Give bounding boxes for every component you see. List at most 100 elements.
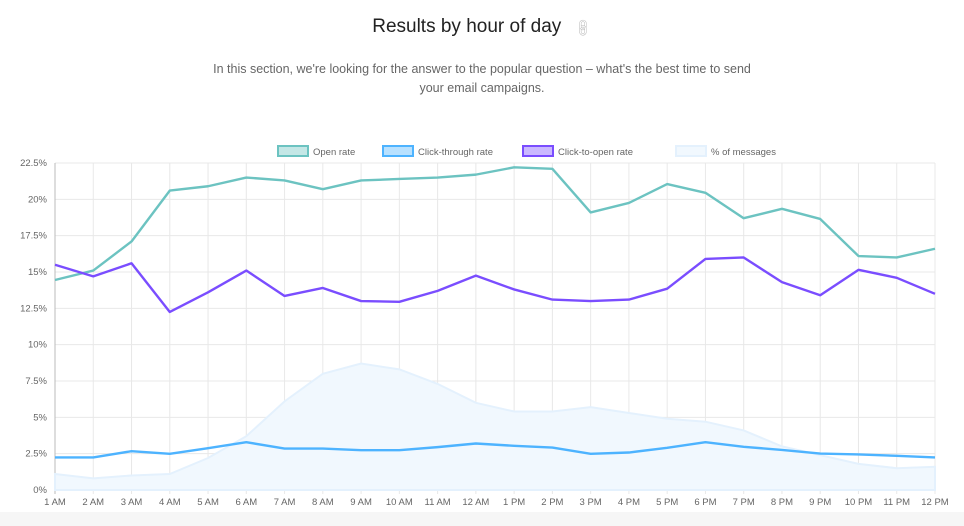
data-point[interactable] [243,433,249,439]
data-point[interactable] [205,289,211,295]
data-point[interactable] [282,398,288,404]
legend-item[interactable]: Open rate [277,145,355,158]
data-point[interactable] [90,268,96,274]
legend-item[interactable]: Click-to-open rate [522,145,633,158]
data-point[interactable] [167,451,173,457]
data-point[interactable] [129,238,135,244]
data-point[interactable] [664,416,670,422]
data-point[interactable] [817,451,823,457]
data-point[interactable] [511,409,517,415]
data-point[interactable] [779,279,785,285]
data-point[interactable] [320,446,326,452]
data-point[interactable] [435,288,441,294]
data-point[interactable] [779,447,785,453]
data-point[interactable] [396,299,402,305]
data-point[interactable] [664,445,670,451]
data-point[interactable] [358,298,364,304]
data-point[interactable] [855,267,861,273]
data-point[interactable] [626,410,632,416]
data-point[interactable] [396,176,402,182]
y-tick-label: 7.5% [25,376,47,387]
data-point[interactable] [702,190,708,196]
data-point[interactable] [205,455,211,461]
x-tick-label: 8 PM [771,497,793,508]
data-point[interactable] [932,464,938,470]
data-point[interactable] [741,215,747,221]
data-point[interactable] [473,172,479,178]
data-point[interactable] [588,404,594,410]
data-point[interactable] [358,177,364,183]
data-point[interactable] [588,298,594,304]
data-point[interactable] [243,268,249,274]
data-point[interactable] [282,293,288,299]
data-point[interactable] [894,275,900,281]
data-point[interactable] [90,454,96,460]
data-point[interactable] [282,446,288,452]
data-point[interactable] [588,451,594,457]
data-point[interactable] [167,188,173,194]
data-point[interactable] [396,366,402,372]
data-point[interactable] [664,181,670,187]
data-point[interactable] [52,471,58,477]
data-point[interactable] [932,454,938,460]
data-point[interactable] [282,177,288,183]
data-point[interactable] [396,447,402,453]
data-point[interactable] [664,286,670,292]
legend-item[interactable]: % of messages [675,145,776,158]
data-point[interactable] [473,440,479,446]
data-point[interactable] [90,475,96,481]
data-point[interactable] [129,472,135,478]
data-point[interactable] [52,262,58,268]
data-point[interactable] [855,461,861,467]
data-point[interactable] [52,454,58,460]
data-point[interactable] [129,448,135,454]
data-point[interactable] [205,183,211,189]
data-point[interactable] [932,291,938,297]
data-point[interactable] [511,164,517,170]
data-point[interactable] [243,439,249,445]
data-point[interactable] [626,200,632,206]
data-point[interactable] [473,273,479,279]
data-point[interactable] [435,444,441,450]
data-point[interactable] [320,371,326,377]
legend-item[interactable]: Click-through rate [382,145,493,158]
data-point[interactable] [549,166,555,172]
data-point[interactable] [90,273,96,279]
data-point[interactable] [511,286,517,292]
data-point[interactable] [702,419,708,425]
data-point[interactable] [626,297,632,303]
data-point[interactable] [129,260,135,266]
data-point[interactable] [702,439,708,445]
data-point[interactable] [741,427,747,433]
data-point[interactable] [511,443,517,449]
data-point[interactable] [588,209,594,215]
data-point[interactable] [358,361,364,367]
data-point[interactable] [741,254,747,260]
data-point[interactable] [855,451,861,457]
data-point[interactable] [435,175,441,181]
data-point[interactable] [205,445,211,451]
data-point[interactable] [320,285,326,291]
data-point[interactable] [167,471,173,477]
data-point[interactable] [932,246,938,252]
data-point[interactable] [549,409,555,415]
data-point[interactable] [894,254,900,260]
data-point[interactable] [702,256,708,262]
data-point[interactable] [779,206,785,212]
data-point[interactable] [435,381,441,387]
data-point[interactable] [817,216,823,222]
data-point[interactable] [473,400,479,406]
data-point[interactable] [167,309,173,315]
data-point[interactable] [894,465,900,471]
data-point[interactable] [549,297,555,303]
data-point[interactable] [320,186,326,192]
data-point[interactable] [52,277,58,283]
data-point[interactable] [358,447,364,453]
data-point[interactable] [741,444,747,450]
data-point[interactable] [549,445,555,451]
data-point[interactable] [626,450,632,456]
data-point[interactable] [894,453,900,459]
data-point[interactable] [243,175,249,181]
data-point[interactable] [855,253,861,259]
data-point[interactable] [817,292,823,298]
